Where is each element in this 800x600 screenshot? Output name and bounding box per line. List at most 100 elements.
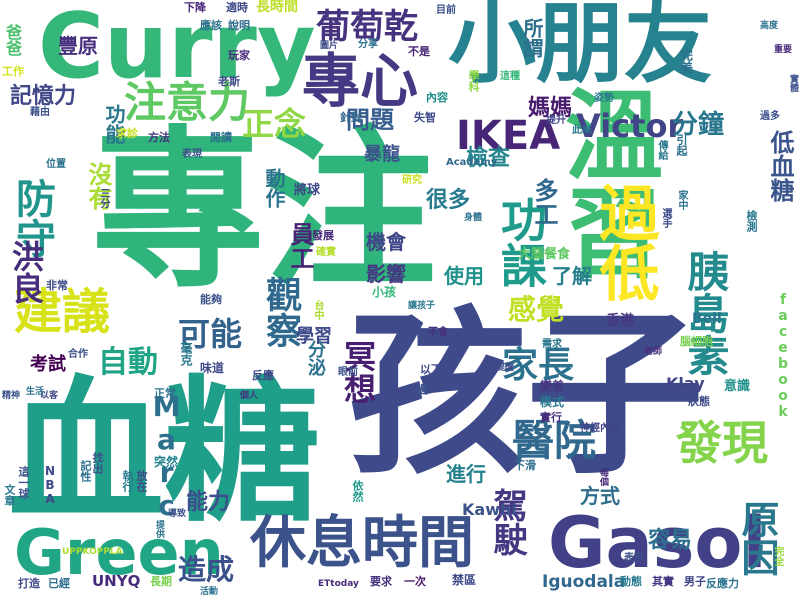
word: 完美	[677, 48, 692, 74]
word: 影響	[366, 262, 406, 286]
word: 感覺	[508, 293, 565, 326]
word: 所謂	[520, 18, 544, 58]
word: 表現	[182, 149, 202, 160]
word: 方式	[580, 484, 620, 508]
word: 使用	[444, 264, 484, 288]
word: Gasol	[548, 502, 767, 584]
word: 家長	[502, 345, 575, 386]
word: 發展	[312, 229, 334, 242]
word: 了解	[552, 264, 592, 288]
word: 模式	[540, 395, 565, 409]
word: 提升	[546, 115, 566, 126]
word: 要求	[370, 575, 392, 588]
word: Curry	[38, 0, 316, 99]
word: 駕駛	[487, 488, 527, 556]
word: 長時間	[256, 0, 298, 15]
word: 機會	[366, 230, 406, 254]
word: 下滑	[514, 459, 536, 472]
word: 功課	[494, 196, 548, 288]
word: 台中	[312, 300, 323, 320]
word: 能夠	[200, 293, 222, 306]
word: 進行	[446, 462, 486, 486]
word: 小朋友	[448, 0, 713, 95]
word: 洪良	[7, 240, 45, 304]
word: 文章	[3, 484, 16, 506]
word: 說明	[228, 19, 250, 32]
word: 溫習	[548, 84, 662, 280]
word: 小孩	[372, 285, 397, 299]
word: 此來	[572, 125, 592, 136]
word: UPPKOPPLA	[62, 547, 123, 557]
word: 確實	[316, 247, 336, 258]
word: 很多	[426, 188, 471, 213]
word: 原因	[735, 500, 779, 576]
word: 狀態	[688, 395, 710, 408]
word: 葡萄乾	[316, 7, 418, 47]
word: 重要	[774, 45, 793, 55]
word: Green	[14, 516, 224, 589]
word: 下降	[184, 1, 206, 14]
word: 爸爸	[3, 24, 22, 56]
word: 分鐘	[672, 110, 725, 140]
word: 非常	[46, 279, 68, 292]
word: 三分	[98, 188, 109, 208]
word: 長期	[150, 575, 172, 588]
word: 容易	[648, 528, 693, 553]
word: Marc	[150, 390, 183, 522]
word: Klay	[666, 374, 705, 393]
word: 反應力	[706, 577, 739, 590]
word: 導致	[168, 509, 187, 519]
word: 工作	[2, 65, 24, 78]
word: 休息時間	[250, 511, 474, 576]
word: NBA	[43, 464, 57, 506]
word: 問題	[346, 106, 394, 134]
word: 正念	[242, 105, 307, 143]
word: 實行	[540, 411, 562, 424]
word: 閱讀	[210, 131, 232, 144]
word: 一次	[404, 575, 426, 588]
word: 高度	[760, 21, 779, 31]
word: 味道	[200, 361, 225, 375]
word: 選手	[660, 208, 671, 228]
word: Academy	[446, 157, 498, 168]
word: 針對	[340, 111, 362, 124]
word: 失智	[414, 111, 436, 124]
word: 以客	[40, 391, 59, 401]
word: 傳給	[656, 140, 667, 160]
word: 動態	[620, 575, 642, 588]
word: 專心	[302, 47, 419, 115]
word: 學科	[467, 70, 480, 92]
word: 功能	[102, 104, 126, 144]
word: ETtoday	[318, 579, 359, 589]
word: 每個	[598, 468, 608, 486]
word: 檢測	[745, 210, 758, 232]
word: 家中	[676, 190, 687, 210]
word: 反應	[252, 369, 274, 382]
word: 豐原	[58, 34, 98, 58]
word: 動作	[262, 168, 286, 208]
word: 注意力	[124, 78, 251, 127]
word: 已經	[48, 577, 70, 590]
word: 觀察	[260, 276, 301, 348]
word: 圖片	[320, 41, 339, 51]
word: 毫克	[179, 342, 193, 366]
word: 腦細胞	[680, 335, 713, 348]
word: 過多	[760, 111, 780, 122]
word: 香港	[606, 313, 634, 329]
word: IKEA	[456, 113, 561, 159]
word: 這種	[500, 71, 520, 82]
word: 依然	[351, 480, 364, 502]
word: 不是	[408, 45, 430, 58]
word: 神經內科	[580, 423, 620, 434]
word: 能力	[186, 490, 231, 515]
word: 正常	[154, 387, 176, 400]
word: 活動	[200, 587, 219, 597]
word: 不會	[428, 327, 448, 338]
word: 胰島素	[681, 250, 730, 376]
word: 方法	[148, 131, 170, 144]
word: 姿勢	[594, 93, 614, 104]
word: 暴龍	[364, 144, 400, 165]
word: 防守	[9, 178, 55, 258]
word: 禁區	[452, 573, 477, 587]
